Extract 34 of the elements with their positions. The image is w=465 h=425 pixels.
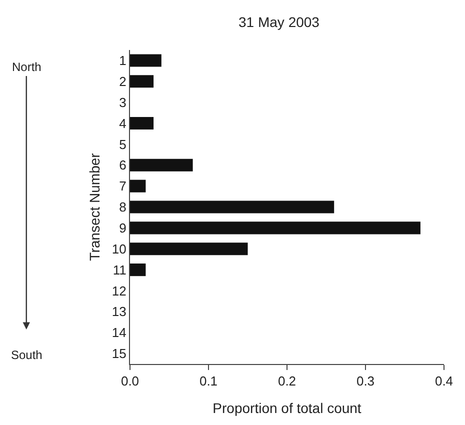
y-tick-label: 12 bbox=[112, 283, 126, 298]
y-tick-label: 13 bbox=[112, 304, 126, 320]
bar bbox=[130, 158, 193, 172]
bar bbox=[130, 116, 154, 130]
text: South bbox=[11, 348, 42, 362]
y-tick-label: 4 bbox=[119, 116, 126, 131]
bar bbox=[130, 54, 162, 67]
y-tick-label: 3 bbox=[119, 94, 126, 110]
text: North bbox=[12, 60, 42, 74]
bar bbox=[130, 200, 334, 214]
y-tick-label: 11 bbox=[112, 262, 126, 278]
x-tick-label: 0.2 bbox=[278, 374, 296, 389]
y-tick-label: 9 bbox=[119, 220, 126, 236]
y-tick-label: 2 bbox=[119, 74, 126, 89]
y-tick-label: 8 bbox=[119, 200, 126, 215]
bar bbox=[130, 222, 420, 234]
y-tick-label: 15 bbox=[112, 346, 126, 362]
y-tick-label: 10 bbox=[112, 241, 126, 256]
x-tick-label: 0.3 bbox=[356, 374, 375, 389]
x-axis-title: Proportion of total count bbox=[212, 400, 362, 416]
chart-title: 31 May 2003 bbox=[238, 14, 320, 30]
y-axis-title: Transect Number bbox=[86, 152, 103, 261]
y-tick-label: 14 bbox=[112, 325, 126, 340]
bar bbox=[130, 75, 154, 88]
bar bbox=[130, 180, 146, 192]
x-tick-label: 0.4 bbox=[434, 374, 454, 389]
y-tick-label: 6 bbox=[119, 158, 126, 173]
x-tick-label: 0.0 bbox=[120, 374, 140, 389]
y-tick-label: 7 bbox=[119, 178, 126, 194]
bar bbox=[130, 242, 248, 256]
x-tick-label: 0.1 bbox=[199, 374, 218, 389]
y-tick-label: 5 bbox=[119, 136, 126, 152]
y-tick-label: 1 bbox=[119, 53, 126, 68]
bar bbox=[130, 264, 146, 276]
